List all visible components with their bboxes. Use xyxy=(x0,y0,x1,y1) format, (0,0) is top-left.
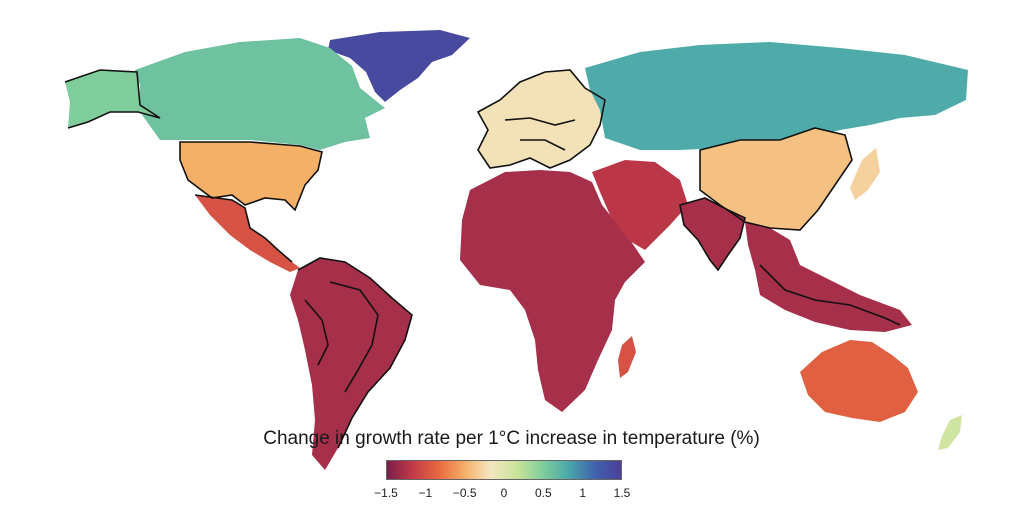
china-border xyxy=(699,127,853,231)
europe-inner-border xyxy=(504,117,576,151)
greenland-region xyxy=(328,30,470,102)
south-america-border xyxy=(297,257,413,449)
europe-region xyxy=(478,70,605,168)
legend-tick-label: 1 xyxy=(579,486,586,500)
africa-region xyxy=(460,170,645,412)
japan-region xyxy=(850,148,880,200)
legend-tick-label: −1 xyxy=(418,486,433,500)
legend-tick-label: −0.5 xyxy=(452,486,477,500)
legend-title: Change in growth rate per 1°C increase i… xyxy=(263,428,760,449)
brazil-border xyxy=(329,281,379,393)
southeast-asia-border xyxy=(759,264,901,326)
india-region xyxy=(680,198,745,270)
legend-color-bar xyxy=(386,460,622,480)
legend-tick-label: −1.5 xyxy=(374,486,398,500)
country-borders xyxy=(64,69,901,449)
legend-tick-label: 0.5 xyxy=(534,486,552,500)
legend-tick-label: 0 xyxy=(500,486,508,500)
madagascar-region xyxy=(618,336,636,378)
australia-region xyxy=(800,340,918,422)
legend-tick-label: 1.5 xyxy=(613,486,631,500)
alaska-border xyxy=(64,69,161,129)
usa-region xyxy=(180,142,322,210)
middle-east-region xyxy=(592,160,688,250)
new-zealand-region xyxy=(938,415,962,450)
russia-region xyxy=(585,42,968,150)
alaska-region xyxy=(65,70,160,128)
mexico-region xyxy=(195,195,300,272)
usa-border xyxy=(179,141,323,212)
peru-border xyxy=(304,299,329,366)
map-regions xyxy=(65,30,968,470)
mexico-border xyxy=(194,194,293,263)
europe-border xyxy=(476,69,606,169)
southeast-asia-region xyxy=(745,222,912,332)
south-america-region xyxy=(290,258,412,470)
china-region xyxy=(700,128,852,230)
canada-region xyxy=(135,38,385,150)
